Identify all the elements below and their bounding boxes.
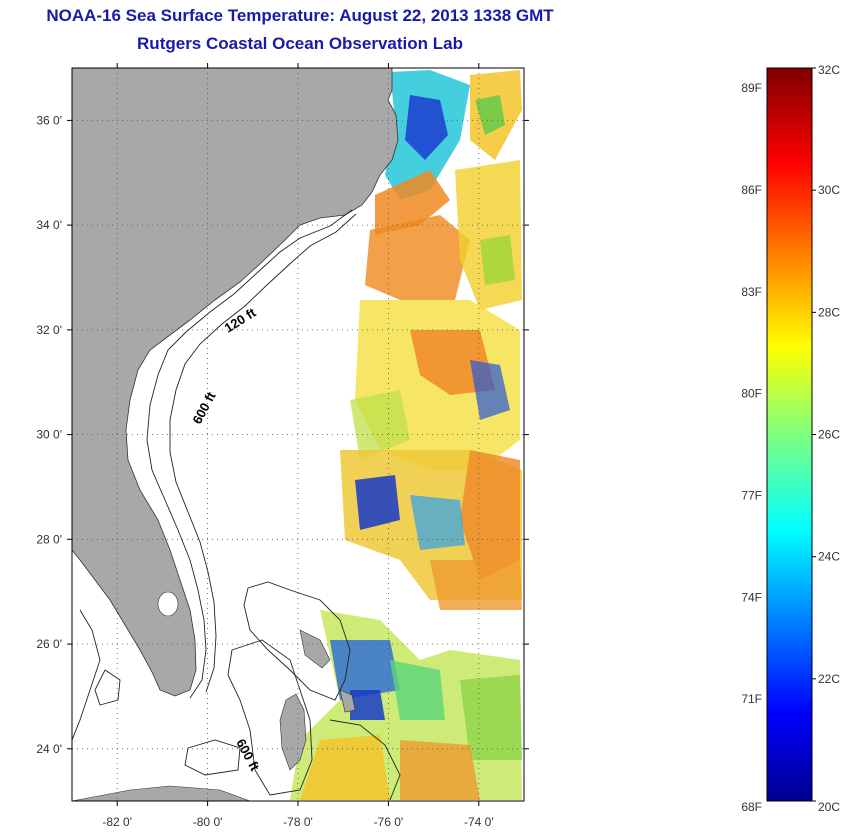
- lon-tick-label: -78 0': [283, 815, 313, 829]
- tick-marks: [67, 63, 529, 806]
- colorbar-celsius-label: 28C: [818, 305, 840, 319]
- lon-tick-label: -74 0': [464, 815, 494, 829]
- colorbar-fahrenheit-label: 77F: [741, 489, 762, 503]
- colorbar-fahrenheit-label: 71F: [741, 692, 762, 706]
- colorbar-fahrenheit-label: 80F: [741, 387, 762, 401]
- colorbar-celsius-label: 32C: [818, 63, 840, 77]
- colorbar-fahrenheit-label: 86F: [741, 183, 762, 197]
- lon-tick-label: -76 0': [374, 815, 404, 829]
- graticule: [72, 68, 524, 801]
- land-us-coast: [72, 68, 399, 697]
- lat-tick-label: 26 0': [36, 637, 62, 651]
- lat-tick-label: 32 0': [36, 323, 62, 337]
- lon-tick-label: -80 0': [193, 815, 223, 829]
- colorbar-celsius-label: 26C: [818, 428, 840, 442]
- map-subtitle: Rutgers Coastal Ocean Observation Lab: [137, 34, 463, 53]
- colorbar-celsius-label: 24C: [818, 550, 840, 564]
- lat-tick-label: 28 0': [36, 532, 62, 546]
- colorbar-fahrenheit-label: 89F: [741, 81, 762, 95]
- colorbar-celsius-label: 20C: [818, 800, 840, 814]
- colorbar-fahrenheit-label: 83F: [741, 285, 762, 299]
- lon-tick-label: -82 0': [102, 815, 132, 829]
- land-bahamas: [279, 693, 307, 771]
- colorbar-fahrenheit-label: 74F: [741, 591, 762, 605]
- sst-map: 120 ft 600 ft 600 ft -82 0' -80 0' -78 0…: [36, 63, 529, 829]
- lat-tick-label: 36 0': [36, 113, 62, 127]
- colorbar-fahrenheit-label: 68F: [741, 800, 762, 814]
- sst-data-layer: [290, 70, 522, 800]
- colorbar-celsius-label: 22C: [818, 672, 840, 686]
- colorbar-gradient: [766, 67, 813, 802]
- depth-contours: [72, 209, 401, 801]
- lat-tick-label: 24 0': [36, 742, 62, 756]
- map-title: NOAA-16 Sea Surface Temperature: August …: [46, 6, 554, 25]
- lat-tick-label: 34 0': [36, 218, 62, 232]
- colorbar-celsius-label: 30C: [818, 183, 840, 197]
- land-cuba: [72, 785, 251, 801]
- lat-tick-label: 30 0': [36, 428, 62, 442]
